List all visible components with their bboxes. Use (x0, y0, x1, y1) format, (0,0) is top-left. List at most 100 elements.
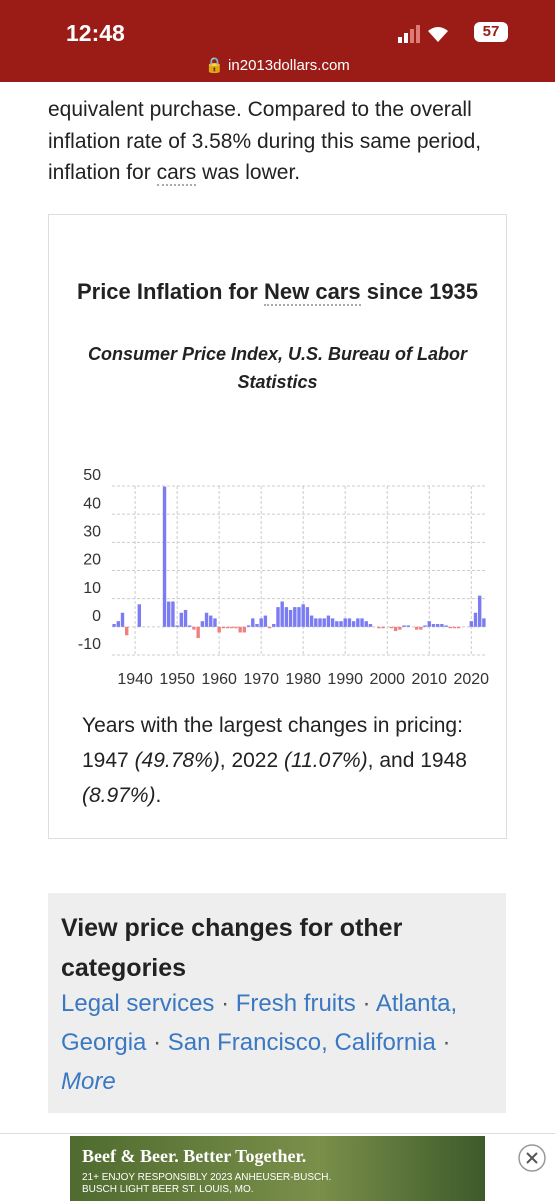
bar (335, 621, 339, 627)
clock: 12:48 (66, 20, 125, 46)
bar (347, 618, 352, 627)
bar (196, 626, 200, 639)
bar (192, 626, 196, 630)
bar (267, 626, 272, 629)
signal-wifi-icons (398, 25, 448, 43)
bar (183, 609, 188, 627)
bar (242, 626, 247, 633)
link[interactable]: San Francisco, California (167, 1029, 436, 1056)
keyword[interactable]: New cars (263, 279, 361, 306)
bar (435, 624, 440, 627)
x-tick-label: 1950 (159, 671, 195, 688)
y-tick-label: 30 (83, 524, 101, 541)
bar (297, 607, 301, 627)
bar (326, 615, 331, 627)
close-ad[interactable] (517, 1143, 547, 1173)
link[interactable]: Legal services (61, 990, 215, 1017)
bar (116, 621, 121, 627)
url-bar[interactable]: 🔒 in2013dollars.com (205, 57, 350, 74)
text: was lower. (196, 161, 301, 184)
bar (246, 625, 251, 627)
bar (469, 621, 473, 627)
bar (448, 626, 452, 629)
ad-banner: Beef & Beer. Better Together. 21+ ENJOY … (0, 1133, 555, 1201)
bar (356, 618, 360, 627)
separator: · (153, 1029, 162, 1056)
bar (364, 621, 368, 627)
bar (112, 624, 116, 627)
link[interactable]: Atlanta, Georgia (61, 990, 458, 1056)
x-tick-label: 1960 (201, 671, 237, 688)
bar (280, 601, 284, 627)
bar (221, 626, 226, 629)
bar (171, 601, 175, 627)
bar (259, 618, 263, 627)
bar (419, 626, 423, 630)
bar (175, 625, 179, 627)
bar (423, 625, 427, 627)
link[interactable]: Fresh fruits (235, 990, 356, 1017)
y-tick-label: 20 (83, 552, 101, 569)
bar (440, 624, 444, 627)
y-tick-label: -10 (78, 636, 101, 653)
bar (444, 625, 448, 627)
x-tick-label: 1940 (117, 671, 153, 688)
bar (368, 624, 373, 627)
bar (482, 618, 486, 627)
bar (402, 625, 406, 627)
keyword[interactable]: cars (156, 161, 197, 186)
text: Price Inflation for (76, 279, 264, 304)
bar (225, 626, 230, 629)
text: equivalent purchase. Compared to the ove… (48, 98, 482, 184)
bar (343, 618, 347, 627)
bar (377, 626, 381, 629)
bar (179, 612, 184, 627)
bar (234, 626, 238, 629)
bar (213, 618, 217, 627)
bar (452, 626, 457, 629)
text: . (155, 784, 162, 807)
ad[interactable]: Beef & Beer. Better Together. 21+ ENJOY … (70, 1136, 485, 1201)
url: in2013dollars.com (228, 57, 350, 74)
y-tick-label: 0 (92, 608, 101, 625)
separator: · (362, 990, 371, 1017)
browser-header: 12:48 57 🔒 in2013dollars.com (0, 0, 555, 82)
bar (309, 615, 314, 627)
bar (293, 607, 297, 627)
ad-fine-print: 21+ ENJOY RESPONSIBLY 2023 ANHEUSER-BUSC… (82, 1172, 332, 1195)
bar (322, 618, 326, 627)
bar (120, 612, 125, 627)
link[interactable]: More (61, 1068, 116, 1095)
pct: (49.78%) (134, 749, 220, 772)
pct: (8.97%) (82, 784, 156, 807)
text: Years with the largest changes in pricin… (82, 714, 463, 772)
text: , 2022 (219, 749, 285, 772)
bar (305, 607, 310, 627)
bar (217, 626, 221, 633)
pct: (11.07%) (284, 749, 368, 772)
bar (473, 612, 478, 627)
chart-subtitle: Consumer Price Index, U.S. Bureau of Lab… (87, 344, 468, 392)
bar (263, 615, 268, 627)
text: , and 1948 (367, 749, 467, 772)
bar (284, 607, 289, 627)
bar (230, 626, 234, 629)
bar (272, 624, 276, 627)
chart-title: Price Inflation for New cars since 1935 (49, 279, 506, 306)
bar (389, 626, 394, 629)
bar (238, 626, 242, 633)
separator: · (221, 990, 230, 1017)
bar (406, 625, 410, 627)
bar (251, 618, 255, 627)
bar (209, 615, 213, 627)
bar (414, 626, 419, 630)
ad-headline: Beef & Beer. Better Together. (82, 1146, 307, 1166)
x-tick-label: 1980 (285, 671, 321, 688)
summary: Years with the largest changes in pricin… (82, 708, 482, 813)
bar (137, 604, 142, 627)
bar (301, 604, 305, 627)
bar (204, 612, 209, 627)
bar (188, 625, 192, 627)
x-tick-label: 1970 (243, 671, 279, 688)
